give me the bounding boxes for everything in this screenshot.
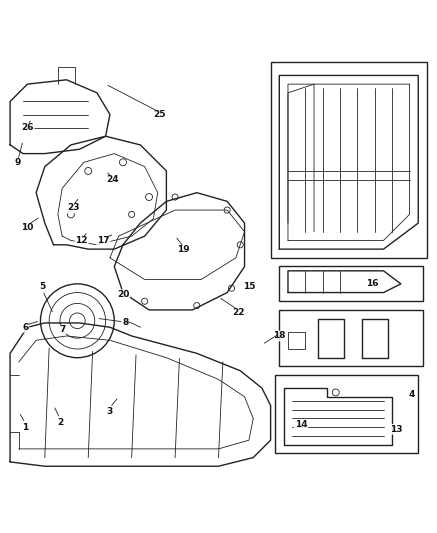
Text: 1: 1	[22, 423, 28, 432]
Text: 19: 19	[177, 245, 190, 254]
Text: 23: 23	[67, 204, 79, 212]
Text: 15: 15	[243, 281, 255, 290]
Text: 12: 12	[76, 236, 88, 245]
Text: 13: 13	[390, 425, 403, 434]
Text: 5: 5	[39, 281, 46, 290]
Text: 2: 2	[57, 418, 63, 427]
Text: 22: 22	[232, 308, 244, 317]
Text: 7: 7	[59, 325, 66, 334]
Text: 4: 4	[409, 390, 415, 399]
Text: 3: 3	[107, 407, 113, 416]
Text: 26: 26	[21, 123, 34, 132]
Bar	[288, 332, 305, 349]
Text: 20: 20	[117, 290, 129, 299]
Text: 8: 8	[122, 318, 128, 327]
Text: 17: 17	[97, 236, 110, 245]
Text: 16: 16	[366, 279, 379, 288]
Text: 10: 10	[21, 223, 34, 232]
Text: 18: 18	[273, 332, 285, 341]
Text: 9: 9	[15, 158, 21, 167]
Text: 24: 24	[106, 175, 118, 184]
Text: 6: 6	[22, 323, 28, 332]
Text: 25: 25	[154, 110, 166, 119]
Text: 14: 14	[295, 421, 307, 430]
